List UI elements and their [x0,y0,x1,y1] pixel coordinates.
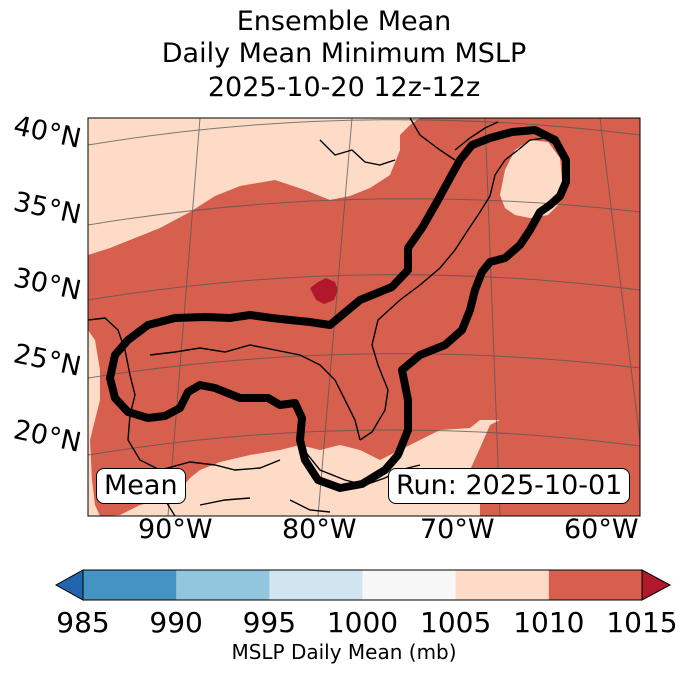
colorbar-segment [455,570,550,600]
colorbar-segment [83,570,177,600]
colorbar-segment [548,570,643,600]
title-line-1: Ensemble Mean [236,6,452,37]
colorbar [54,569,672,601]
colorbar-tick-label: 990 [149,606,203,639]
title-line-3: 2025-10-20 12z-12z [207,72,481,103]
lon-label-90w: 90°W [138,514,213,545]
colorbar-outline [82,569,643,601]
colorbar-tick-label: 985 [56,606,110,639]
field-1010-1015 [88,118,640,516]
contour-1010 [106,126,570,492]
map-area [88,118,640,516]
lon-label-60w: 60°W [564,514,639,545]
lon-label-70w: 70°W [420,514,495,545]
colorbar-segment [269,570,363,600]
map-frame [87,117,641,517]
colorbar-label: MSLP Daily Mean (mb) [231,640,457,664]
colorbar-extend-high [641,569,672,601]
lon-label-80w: 80°W [282,514,357,545]
colorbar-segment [176,570,270,600]
graticule [88,118,640,516]
colorbar-tick-label: 1010 [513,606,585,639]
run-date-box: Run: 2025-10-01 [388,468,631,504]
colorbar-tick-label: 1000 [326,606,399,639]
field-peak-patch [310,278,338,304]
field-ne-patch [500,140,562,218]
colorbar-segment [362,570,457,600]
title-line-2: Daily Mean Minimum MSLP [161,38,527,69]
colorbar-tick-label: 1005 [420,606,492,639]
mean-label-box: Mean [96,468,186,504]
colorbar-tick-label: 1015 [606,606,678,639]
colorbar-tick-label: 995 [242,606,297,639]
colorbar-extend-low [54,569,84,601]
